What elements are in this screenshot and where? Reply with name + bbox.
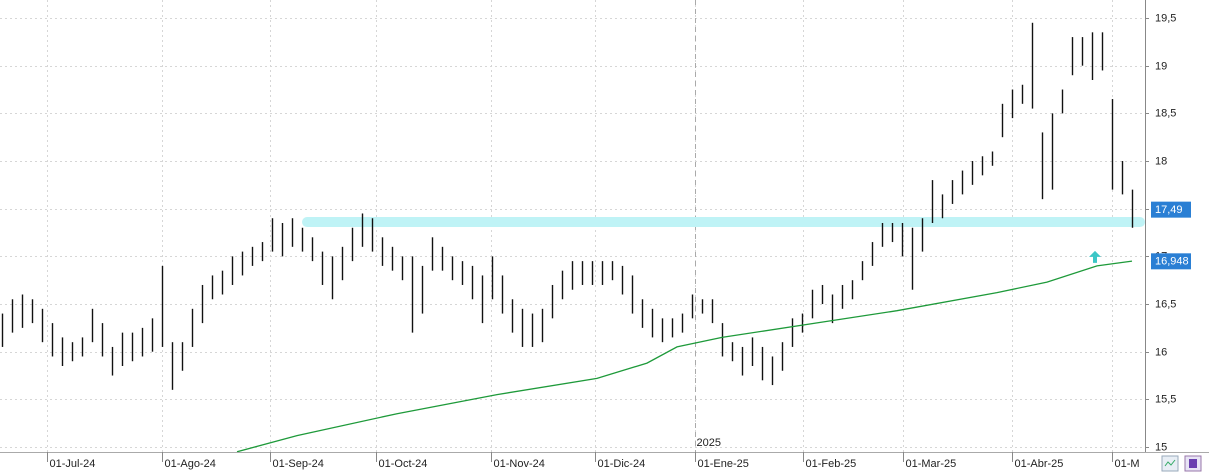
plot-area <box>1 22 1145 452</box>
y-tick-label: 18 <box>1155 155 1167 167</box>
x-tick-label: 01-Feb-25 <box>806 458 857 470</box>
x-tick-label: 01-Mar-25 <box>906 458 957 470</box>
x-tick-label: 01-Abr-25 <box>1015 458 1064 470</box>
x-tick-label: 01-Oct-24 <box>379 458 428 470</box>
signal-arrow <box>1089 250 1101 263</box>
year-label: 2025 <box>697 437 721 449</box>
x-tick-label: 01-Ago-24 <box>165 458 216 470</box>
price-tag <box>1151 253 1191 270</box>
price-tag-label: 16,948 <box>1155 256 1189 268</box>
save-icon <box>1189 459 1197 468</box>
y-tick-label: 18,5 <box>1155 107 1176 119</box>
y-tick-label: 16,5 <box>1155 298 1176 310</box>
y-tick-label: 16 <box>1155 346 1167 358</box>
y-tick-label: 15 <box>1155 441 1167 453</box>
x-tick-label: 01-Jul-24 <box>50 458 96 470</box>
price-tag <box>1151 201 1191 218</box>
x-tick-label: 01-Dic-24 <box>598 458 646 470</box>
support-zone <box>302 217 1145 228</box>
zoom-icon <box>1164 459 1176 467</box>
moving-average <box>236 260 1133 452</box>
y-tick-label: 15,5 <box>1155 393 1176 405</box>
price-tag-label: 17,49 <box>1155 204 1183 216</box>
x-tick-label: 01-Sep-24 <box>273 458 324 470</box>
y-tick-label: 19 <box>1155 60 1167 72</box>
x-tick-label: 01-Nov-24 <box>494 458 545 470</box>
x-tick-label: 01-M <box>1115 458 1140 470</box>
y-tick-label: 19,5 <box>1155 12 1176 24</box>
axes: 1515,51616,51717,51818,51919,501-Jul-240… <box>47 12 1191 470</box>
x-tick-label: 01-Ene-25 <box>698 458 749 470</box>
